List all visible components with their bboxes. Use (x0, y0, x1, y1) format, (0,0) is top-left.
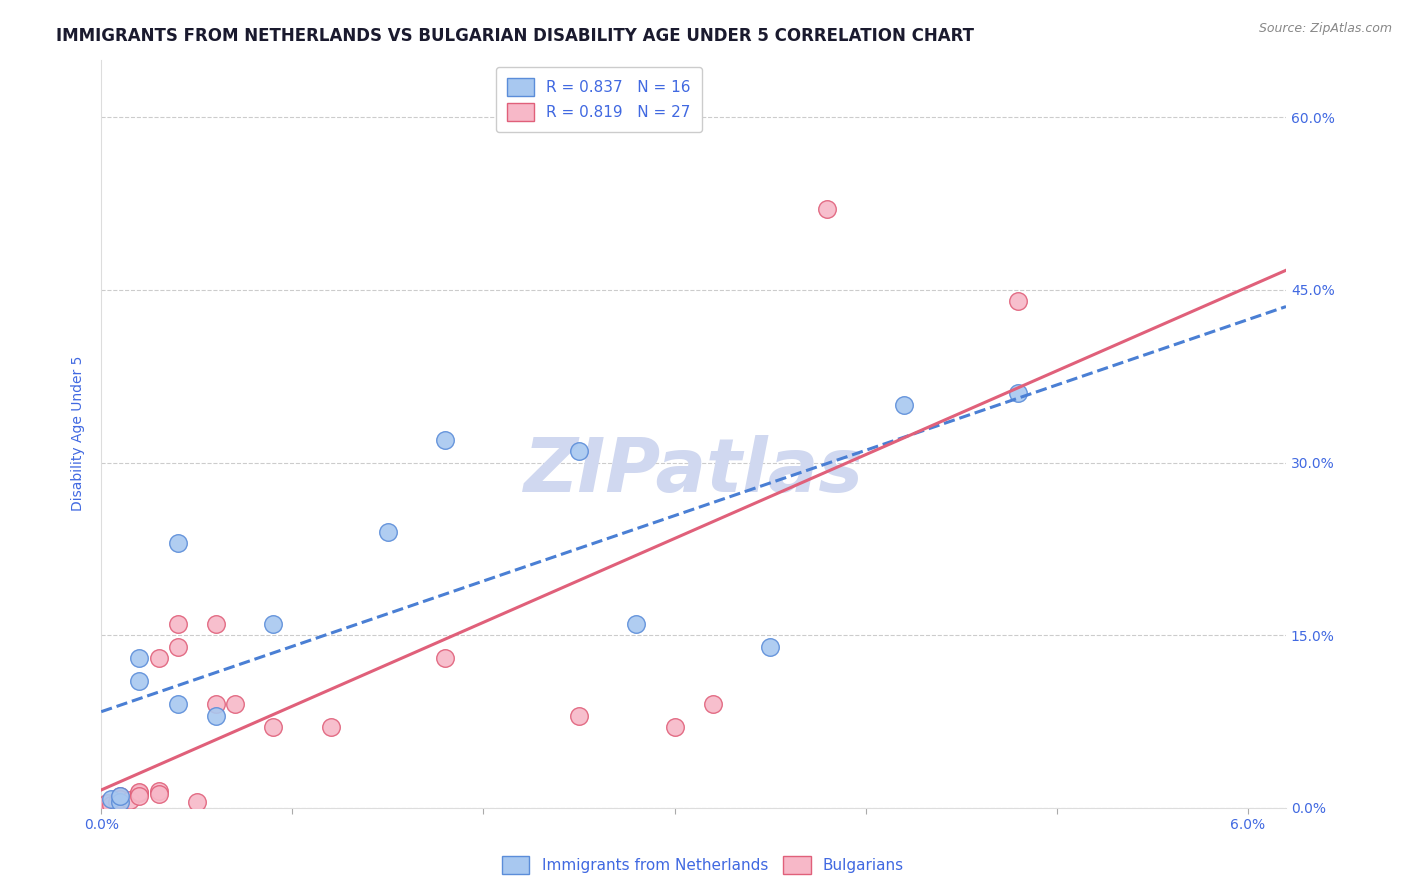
Point (110, 794, 132, 808)
Point (110, 791, 132, 805)
Point (110, 789, 132, 804)
Point (128, 785, 150, 799)
Point (1007, 294, 1029, 309)
Point (664, 720, 686, 734)
Point (100, 797, 122, 812)
Legend: Immigrants from Netherlands, Bulgarians: Immigrants from Netherlands, Bulgarians (496, 850, 910, 880)
Point (148, 651, 170, 665)
Point (893, 398, 915, 412)
Point (166, 640, 188, 654)
Point (205, 616, 228, 631)
Point (128, 789, 150, 804)
Point (434, 433, 457, 447)
Point (110, 789, 132, 804)
Point (205, 698, 228, 712)
Text: ZIPatlas: ZIPatlas (523, 434, 863, 508)
Point (105, 795, 128, 809)
Text: IMMIGRANTS FROM NETHERLANDS VS BULGARIAN DISABILITY AGE UNDER 5 CORRELATION CHAR: IMMIGRANTS FROM NETHERLANDS VS BULGARIAN… (56, 27, 974, 45)
Point (166, 698, 188, 712)
Point (262, 720, 284, 734)
Point (759, 640, 782, 654)
Point (1007, 386, 1029, 401)
Point (148, 787, 170, 801)
Point (319, 720, 342, 734)
Point (100, 791, 122, 805)
Point (262, 616, 284, 631)
Point (186, 795, 208, 809)
Point (568, 444, 591, 458)
Y-axis label: Disability Age Under 5: Disability Age Under 5 (72, 356, 86, 511)
Point (377, 524, 399, 539)
Point (702, 698, 724, 712)
Point (166, 616, 188, 631)
Point (224, 698, 246, 712)
Text: Source: ZipAtlas.com: Source: ZipAtlas.com (1258, 22, 1392, 36)
Point (110, 795, 132, 809)
Point (434, 651, 457, 665)
Point (128, 651, 150, 665)
Point (118, 793, 141, 807)
Point (568, 709, 591, 723)
Point (815, 202, 838, 217)
Point (96, 797, 118, 811)
Point (148, 783, 170, 797)
Point (166, 536, 188, 550)
Point (128, 786, 150, 800)
Point (205, 709, 228, 723)
Legend: R = 0.837   N = 16, R = 0.819   N = 27: R = 0.837 N = 16, R = 0.819 N = 27 (496, 67, 702, 131)
Point (626, 616, 648, 631)
Point (128, 674, 150, 689)
